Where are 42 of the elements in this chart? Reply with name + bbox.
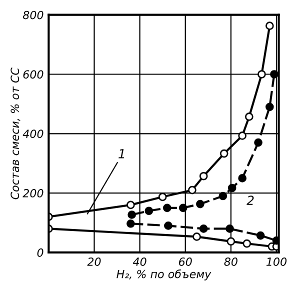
x-tick-label: 80 — [224, 258, 238, 266]
point — [256, 231, 265, 240]
point — [128, 210, 136, 219]
y-tick-label: 800 — [22, 10, 44, 20]
y-tick-label: 600 — [23, 70, 44, 79]
x-tick-label: 40 — [132, 258, 146, 266]
point — [244, 112, 254, 121]
point — [265, 22, 274, 30]
point — [226, 237, 236, 246]
y-tick-label: 0 — [37, 248, 44, 257]
point — [218, 192, 228, 200]
point — [238, 174, 246, 182]
point — [196, 200, 204, 208]
x-tick-label: 100 — [266, 258, 287, 266]
y-tick-label: 400 — [22, 130, 44, 138]
x-tick-label: 20 — [87, 258, 101, 266]
point — [199, 172, 208, 180]
point — [162, 204, 172, 212]
point — [265, 102, 274, 112]
point — [254, 138, 262, 147]
point — [242, 239, 252, 248]
annotation: 1 — [118, 149, 124, 158]
point — [126, 219, 135, 228]
point — [258, 70, 266, 78]
y-axis-title: Состав смеси, % от CC — [10, 68, 20, 200]
point — [220, 149, 228, 158]
point — [188, 186, 196, 194]
annotation: 2 — [246, 196, 254, 205]
x-axis-title: H₂, % по объему — [116, 269, 212, 280]
y-tick-label: 200 — [22, 189, 44, 198]
point — [126, 200, 135, 210]
point — [164, 222, 172, 230]
x-tick-label: 60 — [179, 258, 192, 266]
point — [158, 192, 167, 202]
point — [178, 204, 188, 212]
point — [144, 206, 154, 216]
point — [226, 224, 234, 233]
point — [238, 132, 246, 140]
point — [199, 224, 208, 233]
point — [270, 70, 278, 78]
point — [192, 232, 201, 241]
point — [228, 184, 236, 192]
